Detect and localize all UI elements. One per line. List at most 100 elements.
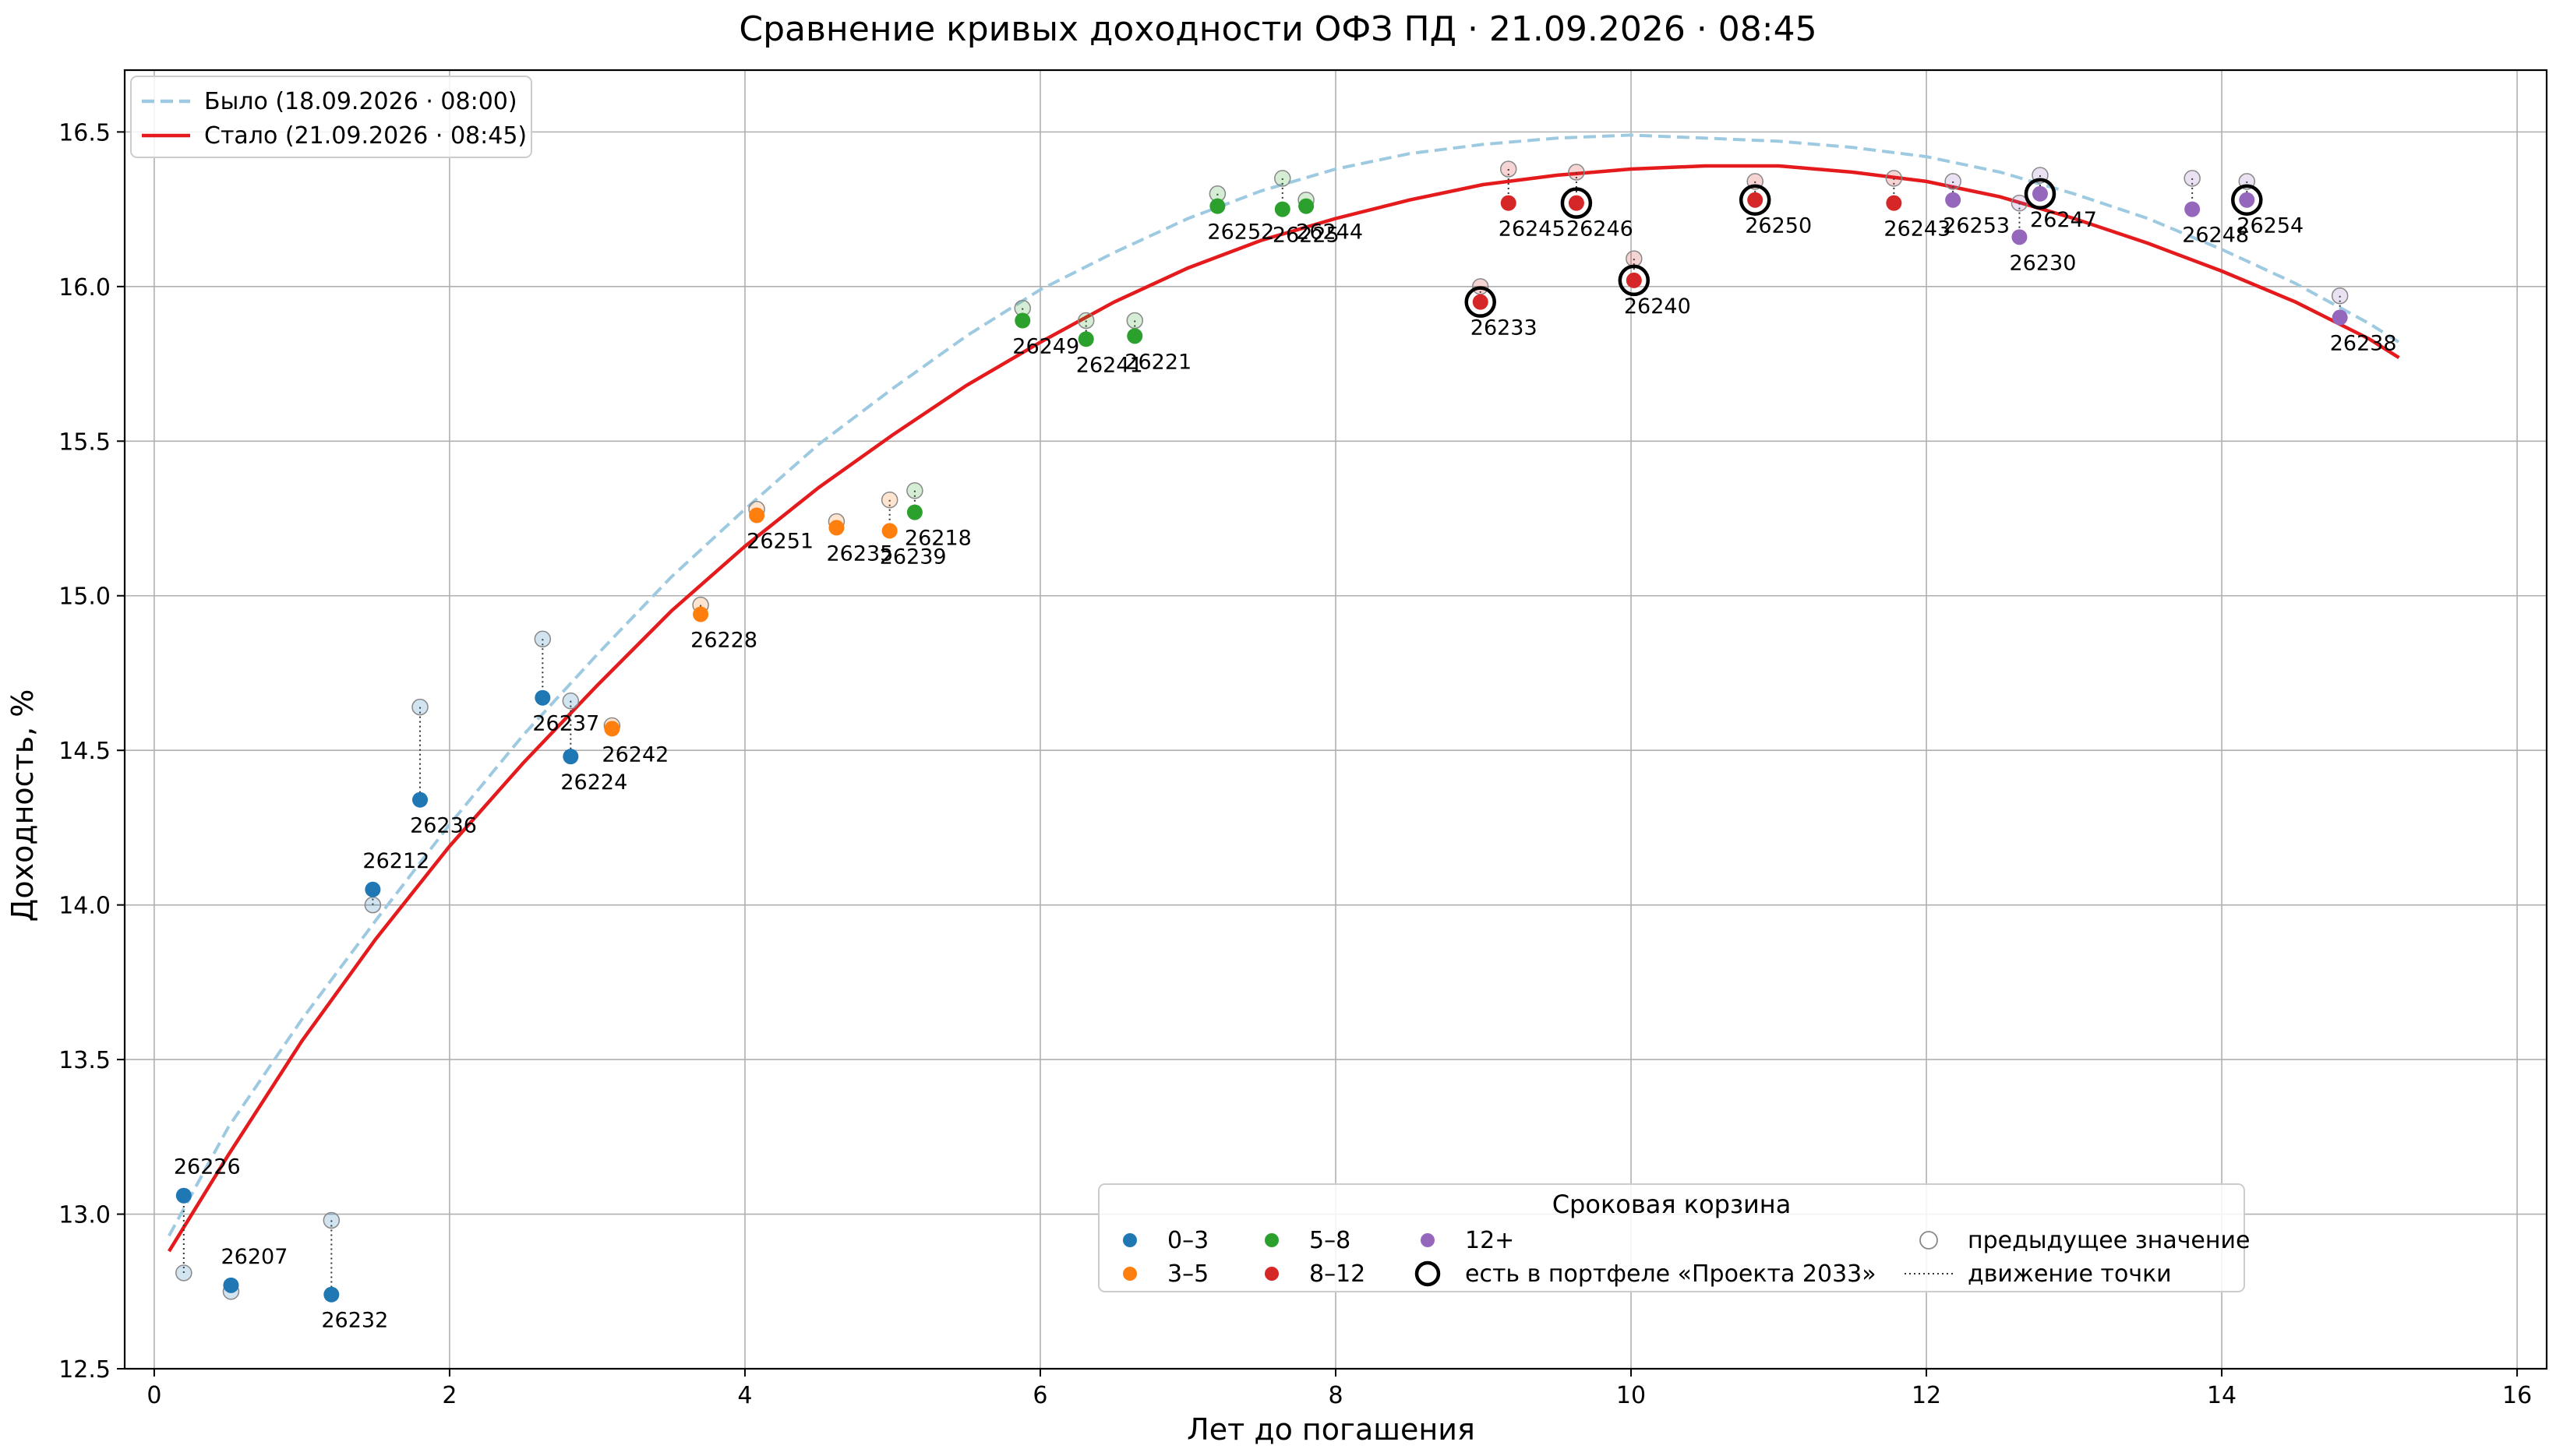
point-label: 26240 [1624, 294, 1691, 319]
x-tick-label: 12 [1912, 1382, 1941, 1409]
legend-curve-label: Стало (21.09.2026 · 08:45) [204, 122, 527, 150]
point-26247 [2032, 185, 2048, 202]
point-26236 [412, 791, 429, 808]
previous-point [1626, 250, 1643, 267]
portfolio-ring [1560, 187, 1593, 219]
legend-curve-label: Было (18.09.2026 · 08:00) [204, 88, 517, 115]
point-label: 26254 [2236, 214, 2304, 238]
previous-point [1274, 170, 1291, 187]
y-tick-label: 15.5 [58, 428, 111, 456]
x-tick-label: 8 [1328, 1382, 1343, 1409]
point-label: 26239 [880, 545, 947, 569]
previous-point [881, 491, 898, 509]
previous-point [1126, 312, 1144, 330]
x-tick-label: 2 [442, 1382, 457, 1409]
point-label: 26230 [2009, 251, 2076, 275]
previous-point [2331, 287, 2349, 305]
curves [167, 133, 2400, 1253]
point-label: 26233 [1470, 316, 1537, 340]
point-label: 26251 [747, 530, 814, 554]
portfolio-ring [1739, 184, 1771, 216]
point-labels: 26226 26207 26232 26212 26236 26237 26224 26242… [174, 208, 2397, 1333]
point-label: 26244 [1296, 220, 1363, 245]
point-26243 [1886, 195, 1902, 211]
point-label: 26245 [1499, 217, 1566, 241]
point-26250 [1747, 192, 1763, 208]
point-label: 26253 [1943, 214, 2010, 238]
point-label: 26247 [2030, 208, 2097, 232]
legend-bucket-label: 12+ [1465, 1227, 1514, 1254]
point-label: 26225 [1273, 224, 1340, 248]
legend-prev-label: предыдущее значение [1968, 1227, 2250, 1254]
legend-bucket-label: 0–3 [1167, 1227, 1209, 1254]
legend-portfolio-marker [1414, 1260, 1441, 1287]
point-26254 [2239, 192, 2255, 208]
point-label: 26224 [560, 770, 627, 795]
point-26248 [2184, 201, 2201, 217]
x-tick-label: 6 [1033, 1382, 1047, 1409]
point-26232 [323, 1286, 340, 1303]
point-label: 26232 [321, 1309, 388, 1333]
x-tick-label: 10 [1616, 1382, 1646, 1409]
point-26218 [906, 504, 923, 520]
point-label: 26246 [1566, 217, 1633, 241]
x-axis-label: Лет до погашения [1187, 1412, 1475, 1447]
previous-point [411, 698, 429, 716]
point-26230 [2011, 229, 2028, 245]
previous-point [364, 896, 382, 914]
previous-point [323, 1211, 341, 1229]
point-26239 [881, 523, 898, 539]
point-label: 26242 [602, 742, 669, 767]
legend-buckets: Сроковая корзина 0–3 3–5 5–8 8–12 12+ есть в п… [1098, 1183, 2250, 1292]
y-tick-label: 16.0 [58, 274, 111, 301]
legend-curves-frame [130, 76, 532, 158]
point-label: 26248 [2182, 224, 2249, 248]
previous-point [534, 630, 552, 648]
point-label: 26236 [410, 814, 477, 838]
previous-point [906, 482, 923, 499]
y-tick-label: 12.5 [58, 1356, 111, 1384]
point-26226 [175, 1187, 192, 1204]
curve-after [167, 164, 2400, 1253]
y-tick-label: 14.5 [58, 738, 111, 765]
legend-curves: Было (18.09.2026 · 08:00) Стало (21.09.20… [130, 76, 532, 158]
portfolio-ring [2024, 178, 2056, 210]
point-label: 26207 [221, 1245, 288, 1269]
point-label: 26249 [1012, 334, 1079, 358]
point-label: 26228 [690, 629, 757, 653]
point-26207 [223, 1277, 239, 1293]
point-label: 26243 [1883, 217, 1951, 241]
point-label: 26235 [826, 541, 893, 566]
y-tick-label: 16.5 [58, 119, 111, 146]
legend-move-label: движение точки [1968, 1260, 2172, 1288]
point-26242 [604, 721, 620, 737]
y-tick-label: 13.0 [58, 1202, 111, 1229]
point-26212 [365, 881, 381, 897]
point-26244 [1298, 198, 1315, 214]
curve-before [168, 133, 2400, 1237]
previous-point [1077, 312, 1095, 330]
previous-point [1885, 170, 1903, 187]
point-26235 [828, 520, 845, 536]
point-26241 [1078, 331, 1094, 347]
chart-title: Сравнение кривых доходности ОФЗ ПД · 21.… [739, 9, 1816, 49]
point-26238 [2332, 309, 2348, 326]
portfolio-ring [1618, 264, 1650, 297]
legend-bucket-label: 5–8 [1309, 1227, 1350, 1254]
legend-bucket-marker [1123, 1233, 1137, 1247]
x-tick-label: 0 [147, 1382, 161, 1409]
portfolio-ring [1464, 286, 1496, 318]
legend-buckets-frame [1098, 1183, 2245, 1292]
point-26252 [1209, 198, 1226, 214]
legend-bucket-label: 8–12 [1309, 1260, 1365, 1288]
legend-buckets-title: Сроковая корзина [1552, 1190, 1792, 1219]
point-label: 26252 [1207, 220, 1274, 245]
previous-point [1499, 160, 1517, 178]
point-label: 26250 [1745, 214, 1812, 238]
legend-portfolio-label: есть в портфеле «Проекта 2033» [1465, 1260, 1876, 1288]
y-tick-label: 15.0 [58, 583, 111, 611]
legend-bucket-marker [1265, 1267, 1279, 1281]
point-26237 [535, 689, 551, 706]
x-tick-label: 16 [2502, 1382, 2532, 1409]
